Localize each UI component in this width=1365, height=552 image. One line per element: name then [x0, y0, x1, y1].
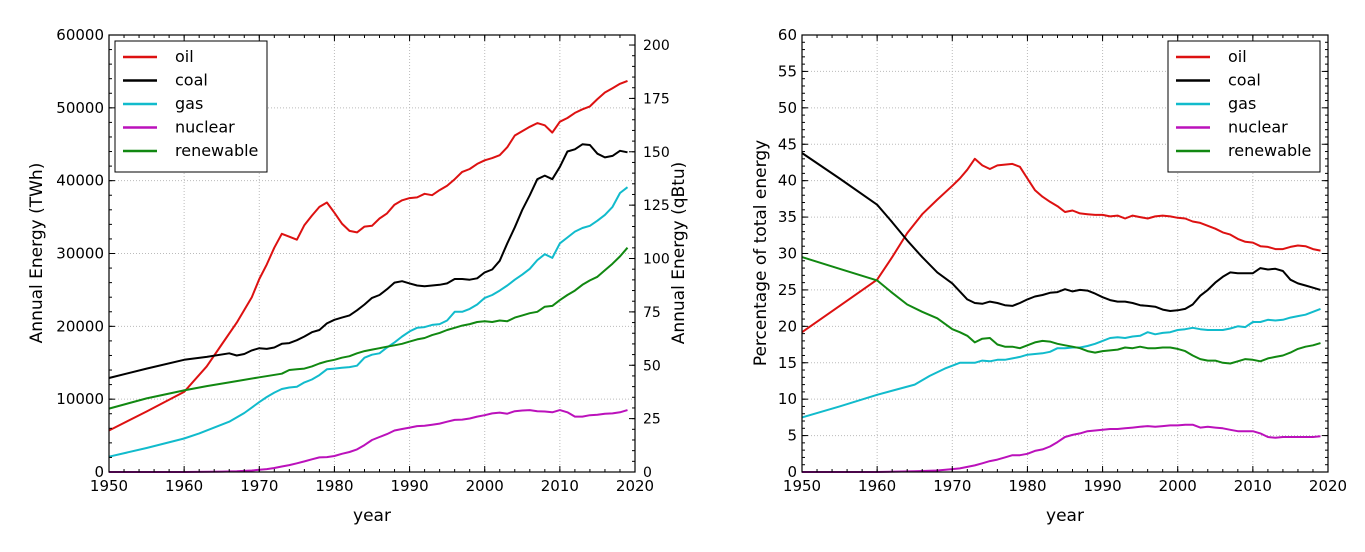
legend-label-gas: gas [1228, 94, 1256, 113]
left-series-lines [108, 79, 629, 473]
x-tick-label: 1970 [933, 477, 971, 495]
series-line-oil [801, 157, 1321, 334]
legend-label-oil: oil [175, 47, 194, 66]
series-line-gas [801, 307, 1321, 419]
y-tick-label: 0 [94, 463, 104, 481]
x-tick-label: 1990 [1083, 477, 1121, 495]
right-x-axis-label: year [1046, 506, 1084, 526]
y-tick-label: 5 [787, 427, 797, 445]
series-line-renewable [801, 256, 1321, 365]
y-tick-label: 30 [778, 245, 797, 263]
x-tick-label: 1970 [240, 477, 278, 495]
y-tick-label: 25 [778, 281, 797, 299]
left-plot-frame [108, 34, 636, 473]
y-tick-label: 50000 [56, 99, 104, 117]
x-tick-label: 1950 [783, 477, 821, 495]
left-y-tick-labels: 0 10000 20000 30000 40000 50000 60000 [56, 26, 104, 481]
left-x-tick-labels: 1950 1960 1970 1980 1990 2000 2010 2020 [90, 477, 654, 495]
legend-label-oil: oil [1228, 47, 1247, 66]
x-tick-label: 2010 [541, 477, 579, 495]
right-legend: oil coal gas nuclear renewable [1167, 40, 1321, 173]
x-tick-label: 2020 [616, 477, 654, 495]
right-chart: 1950 1960 1970 1980 1990 2000 2010 2020 0 5 10 15 2… [751, 26, 1347, 526]
x-tick-label: 2010 [1234, 477, 1272, 495]
x-tick-label: 1950 [90, 477, 128, 495]
x-tick-label: 2000 [1159, 477, 1197, 495]
legend-label-nuclear: nuclear [1228, 118, 1288, 137]
right-y-tick-labels: 0 5 10 15 20 25 30 35 40 45 50 55 60 [778, 26, 797, 481]
left-chart: 1950 1960 1970 1980 1990 2000 2010 2020 0100002… [27, 26, 689, 526]
legend-label-nuclear: nuclear [175, 118, 235, 137]
series-line-nuclear [802, 423, 1321, 473]
legend-label-gas: gas [175, 94, 203, 113]
y-tick-label: 15 [778, 354, 797, 372]
x-tick-label: 2000 [466, 477, 504, 495]
y2-tick-label: 125 [643, 198, 670, 214]
x-tick-label: 1960 [858, 477, 896, 495]
y-tick-label: 40 [778, 172, 797, 190]
series-line-oil [108, 79, 628, 432]
series-line-gas [108, 186, 629, 458]
y2-tick-label: 100 [643, 252, 670, 268]
x-tick-label: 2020 [1309, 477, 1347, 495]
left-legend: oil coal gas nuclear renewable [114, 40, 268, 173]
y-tick-label: 40000 [56, 172, 104, 190]
series-line-coal [108, 143, 628, 379]
y2-tick-label: 25 [643, 412, 661, 428]
right-y-axis-label: Percentage of total energy [751, 140, 771, 366]
legend-label-coal: coal [175, 71, 208, 90]
y-tick-label: 10 [778, 390, 797, 408]
y2-tick-label: 50 [643, 358, 661, 374]
y2-tick-label: 75 [643, 305, 661, 321]
y-tick-label: 0 [787, 463, 797, 481]
y-tick-label: 20 [778, 317, 797, 335]
legend-label-renewable: renewable [1228, 141, 1311, 160]
left-y2-tick-labels: 0 25 50 75 100 125 150 175 200 [643, 38, 670, 481]
y2-tick-label: 200 [643, 38, 670, 54]
left-y2-axis-label: Annual Energy (qBtu) [669, 162, 689, 345]
y-tick-label: 30000 [56, 245, 104, 263]
series-line-renewable [108, 247, 629, 410]
y-tick-label: 55 [778, 62, 797, 80]
x-tick-label: 1980 [1008, 477, 1046, 495]
right-series-lines [801, 152, 1321, 473]
right-plot-frame [801, 34, 1329, 473]
right-x-tick-labels: 1950 1960 1970 1980 1990 2000 2010 2020 [783, 477, 1347, 495]
series-line-nuclear [109, 409, 628, 473]
y-tick-label: 20000 [56, 317, 104, 335]
legend-label-coal: coal [1228, 71, 1261, 90]
x-tick-label: 1960 [165, 477, 203, 495]
legend-label-renewable: renewable [175, 141, 258, 160]
x-tick-label: 1980 [315, 477, 353, 495]
y-tick-label: 50 [778, 99, 797, 117]
left-x-axis-label: year [353, 506, 391, 526]
y2-tick-label: 175 [643, 91, 670, 107]
left-y-axis-label: Annual Energy (TWh) [27, 163, 47, 344]
y-tick-label: 45 [778, 135, 797, 153]
series-line-coal [801, 152, 1321, 312]
y2-tick-label: 150 [643, 145, 670, 161]
y-tick-label: 60 [778, 26, 797, 44]
y2-tick-label: 0 [643, 465, 652, 481]
x-tick-label: 1990 [390, 477, 428, 495]
y-tick-label: 60000 [56, 26, 104, 44]
y-tick-label: 35 [778, 208, 797, 226]
y-tick-label: 10000 [56, 390, 104, 408]
